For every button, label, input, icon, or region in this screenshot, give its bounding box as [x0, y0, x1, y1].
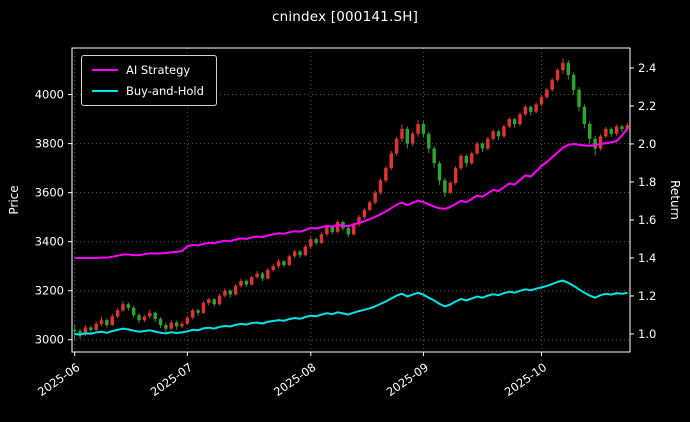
ai-strategy-line — [74, 128, 629, 259]
svg-text:2025-06: 2025-06 — [35, 360, 82, 399]
legend-label-ai-strategy: AI Strategy — [126, 63, 191, 77]
tick-labels: 3000 3200 3400 3600 3800 4000 1.0 1.2 1.4 1.6 1.8 2… — [35, 61, 657, 399]
svg-text:1.2: 1.2 — [638, 289, 656, 303]
svg-text:2025-09: 2025-09 — [384, 360, 431, 399]
chart-title: cnindex [000141.SH] — [271, 9, 419, 25]
axis-ticks — [68, 67, 634, 356]
svg-text:3600: 3600 — [35, 186, 64, 200]
svg-text:1.6: 1.6 — [638, 213, 656, 227]
svg-text:3800: 3800 — [35, 137, 64, 151]
ai-strategy-line-swatch — [92, 69, 118, 71]
svg-text:1.0: 1.0 — [638, 327, 656, 341]
svg-text:3000: 3000 — [35, 333, 64, 347]
svg-text:2.4: 2.4 — [638, 61, 656, 75]
svg-text:1.4: 1.4 — [638, 251, 656, 265]
svg-text:2.2: 2.2 — [638, 99, 656, 113]
buy-and-hold-line-swatch — [92, 90, 118, 92]
buy-and-hold-line — [74, 279, 628, 336]
legend-item-ai-strategy: AI Strategy — [92, 63, 204, 77]
svg-text:2025-08: 2025-08 — [271, 360, 318, 399]
candlesticks — [72, 58, 630, 340]
axes-spines — [71, 47, 631, 353]
svg-text:2.0: 2.0 — [638, 137, 656, 151]
svg-text:3200: 3200 — [35, 284, 64, 298]
svg-text:3400: 3400 — [35, 235, 64, 249]
svg-text:4000: 4000 — [35, 88, 64, 102]
legend-item-buy-and-hold: Buy-and-Hold — [92, 84, 204, 98]
legend-label-buy-and-hold: Buy-and-Hold — [126, 84, 204, 98]
svg-text:2025-07: 2025-07 — [148, 360, 195, 399]
legend: AI Strategy Buy-and-Hold — [81, 55, 217, 106]
svg-text:1.8: 1.8 — [638, 175, 656, 189]
svg-text:2025-10: 2025-10 — [502, 360, 549, 399]
